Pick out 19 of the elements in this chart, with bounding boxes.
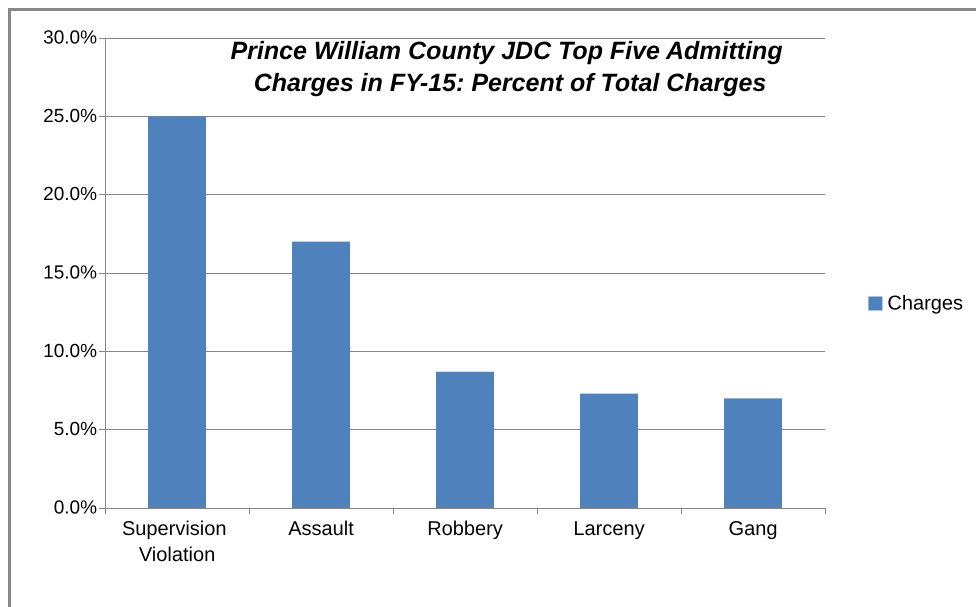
x-tick-label: Robbery [427,518,503,540]
x-tick-label: Supervision Violation [122,518,232,566]
bar [148,116,206,508]
x-tick-label: Larceny [573,518,645,540]
y-tick-label: 15.0% [43,262,98,284]
legend-label: Charges [887,292,964,314]
text: Prince William County JDC Top Five Admitting Charges in FY-15: Percent of Total Charges [230,37,790,97]
y-tick-label: 20.0% [43,184,98,206]
bar [724,398,782,508]
x-tick-label: Assault [288,518,354,540]
bar [436,372,494,508]
y-tick-label: 25.0% [43,106,98,127]
y-tick-label: 10.0% [43,340,98,362]
y-tick-label: 0.0% [54,498,98,518]
y-tick-label: 30.0% [43,28,98,48]
bar [292,242,350,508]
x-tick-label: Gang [728,518,778,540]
bar [580,394,638,508]
y-tick-label: 5.0% [54,419,98,440]
